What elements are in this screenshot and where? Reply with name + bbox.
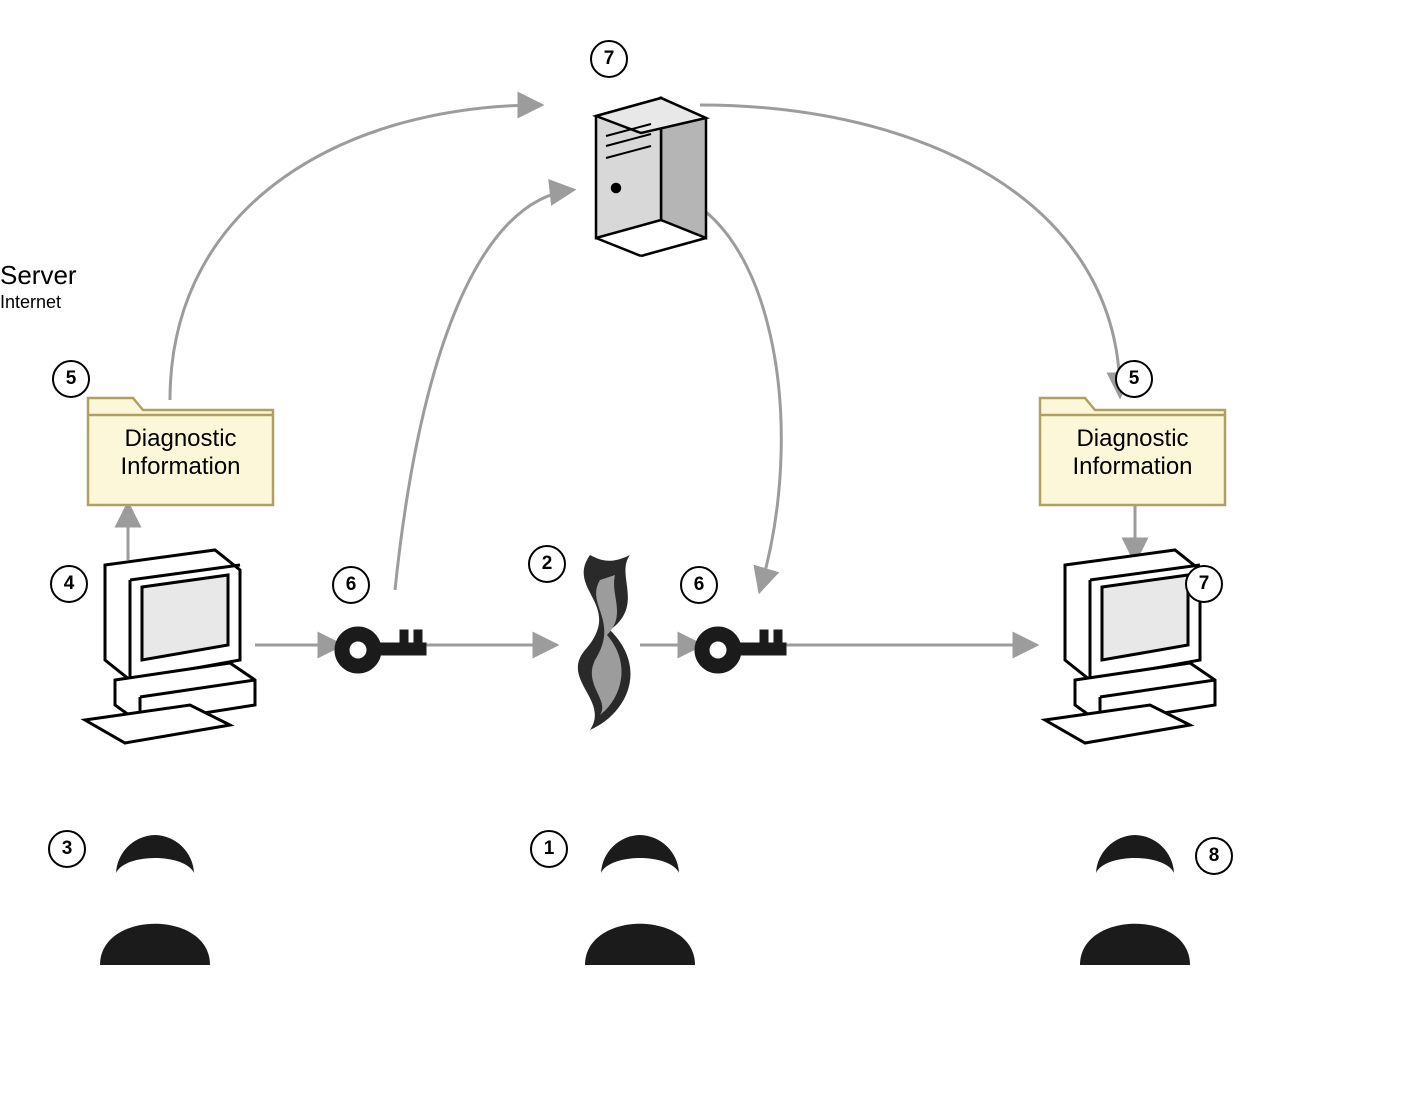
number-marker-7: 7 <box>590 40 628 78</box>
number-marker-1: 1 <box>530 830 568 868</box>
arrow-server-to-right-folder <box>700 105 1120 395</box>
key-right-icon <box>690 605 800 685</box>
number-marker-8: 8 <box>1195 837 1233 875</box>
person-center-icon <box>565 815 715 975</box>
person-left-icon <box>80 815 230 975</box>
folder-left-line1: Diagnostic <box>124 425 236 452</box>
folder-left: Diagnostic Information <box>78 390 288 520</box>
number-marker-5: 5 <box>1115 360 1153 398</box>
server-icon <box>566 88 726 263</box>
number-marker-3: 3 <box>48 830 86 868</box>
server-sublabel: Internet <box>0 292 61 313</box>
number-marker-2: 2 <box>528 545 566 583</box>
folder-right: Diagnostic Information <box>1030 390 1240 520</box>
server-label: Server <box>0 260 77 291</box>
firewall-icon <box>555 550 655 740</box>
diagram-canvas: Server Internet Diagnostic Information D… <box>0 0 1424 1107</box>
folder-right-line1: Diagnostic <box>1076 425 1188 452</box>
folder-right-line2: Information <box>1072 453 1192 480</box>
number-marker-6: 6 <box>680 566 718 604</box>
number-marker-7: 7 <box>1185 565 1223 603</box>
folder-left-line2: Information <box>120 453 240 480</box>
number-marker-5: 5 <box>52 360 90 398</box>
number-marker-4: 4 <box>50 565 88 603</box>
computer-left-icon <box>70 545 290 755</box>
person-right-icon <box>1060 815 1210 975</box>
number-marker-6: 6 <box>332 566 370 604</box>
arrow-left-key-to-server <box>395 190 572 590</box>
key-left-icon <box>330 605 440 685</box>
